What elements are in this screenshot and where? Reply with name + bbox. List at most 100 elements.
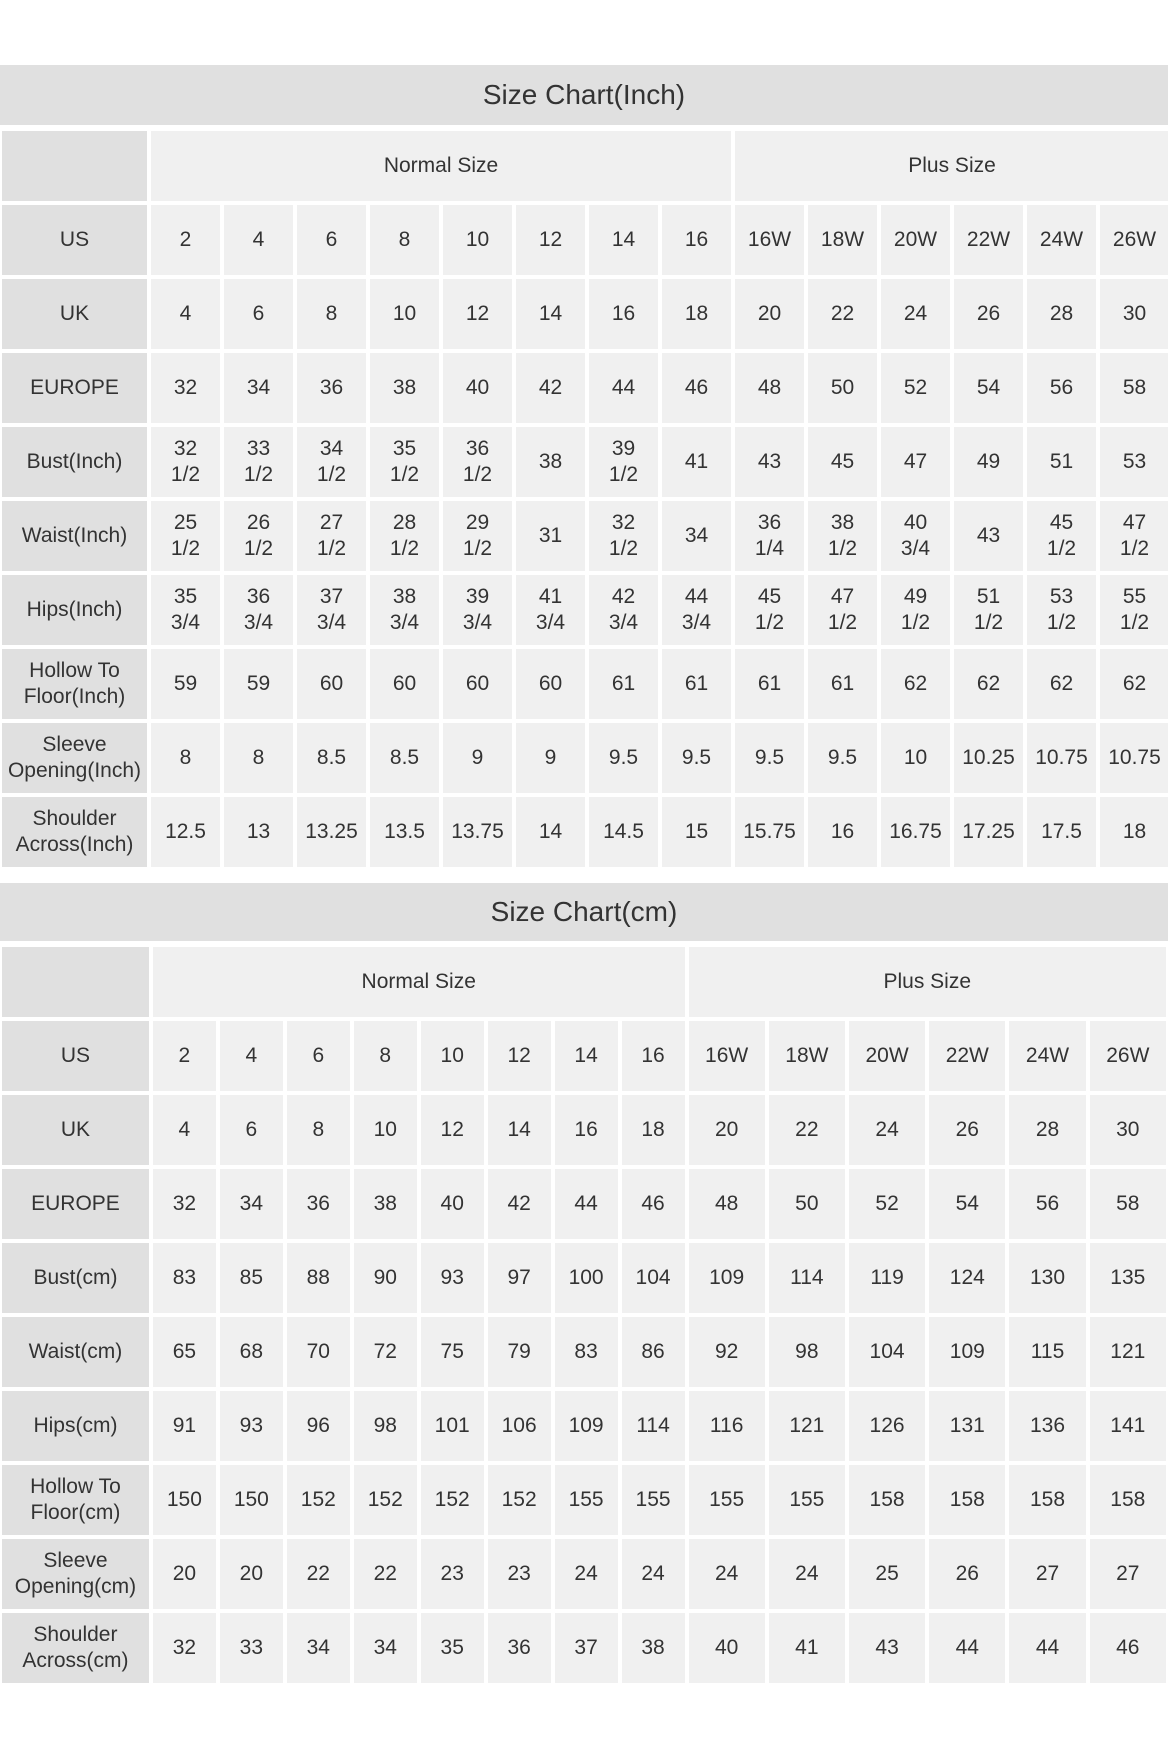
- size-value-cell: 36: [297, 353, 366, 423]
- size-value-cell: 38 1/2: [808, 501, 877, 571]
- size-value-cell: 56: [1009, 1169, 1086, 1239]
- size-value-cell: 96: [286, 1391, 350, 1461]
- size-value-cell: 9.5: [808, 723, 877, 793]
- size-value-cell: 37: [554, 1613, 618, 1683]
- row-label: UK: [2, 1095, 149, 1165]
- size-value-cell: 43: [735, 427, 804, 497]
- table-row: Bust(Inch) 32 1/2 33 1/2 34 1/2 35 1/2 36 1/2…: [2, 427, 1168, 497]
- row-label: US: [2, 1021, 149, 1091]
- size-value-cell: 12: [420, 1095, 484, 1165]
- size-value-cell: 61: [662, 649, 731, 719]
- size-value-cell: 32 1/2: [589, 501, 658, 571]
- size-value-cell: 155: [688, 1465, 765, 1535]
- table-row: US 2 4 6 8 10 12 14 16 16W 18W 20W 22W 24W 26W: [2, 1021, 1166, 1091]
- size-value-cell: 24W: [1027, 205, 1096, 275]
- size-value-cell: 6: [219, 1095, 283, 1165]
- row-label: EUROPE: [2, 1169, 149, 1239]
- size-value-cell: 10: [420, 1021, 484, 1091]
- size-value-cell: 60: [443, 649, 512, 719]
- size-value-cell: 18: [621, 1095, 685, 1165]
- size-value-cell: 29 1/2: [443, 501, 512, 571]
- size-value-cell: 158: [848, 1465, 926, 1535]
- table-row: Waist(Inch) 25 1/2 26 1/2 27 1/2 28 1/2 29 1/…: [2, 501, 1168, 571]
- row-label: Hollow To Floor(cm): [2, 1465, 149, 1535]
- size-value-cell: 16W: [688, 1021, 765, 1091]
- size-value-cell: 36: [487, 1613, 551, 1683]
- size-value-cell: 43: [954, 501, 1023, 571]
- size-value-cell: 60: [297, 649, 366, 719]
- size-value-cell: 58: [1089, 1169, 1166, 1239]
- size-value-cell: 9.5: [735, 723, 804, 793]
- size-value-cell: 36 1/2: [443, 427, 512, 497]
- size-value-cell: 16W: [735, 205, 804, 275]
- size-value-cell: 4: [219, 1021, 283, 1091]
- size-value-cell: 26W: [1089, 1021, 1166, 1091]
- size-value-cell: 38: [516, 427, 585, 497]
- size-value-cell: 44: [554, 1169, 618, 1239]
- size-value-cell: 17.25: [954, 797, 1023, 867]
- size-value-cell: 17.5: [1027, 797, 1096, 867]
- size-value-cell: 48: [735, 353, 804, 423]
- size-value-cell: 40 3/4: [881, 501, 950, 571]
- table-row: Sleeve Opening(Inch) 8 8 8.5 8.5 9 9 9.5 9.5 9.5 9…: [2, 723, 1168, 793]
- size-value-cell: 18: [1100, 797, 1168, 867]
- size-value-cell: 20W: [848, 1021, 926, 1091]
- size-value-cell: 8: [370, 205, 439, 275]
- size-value-cell: 98: [768, 1317, 845, 1387]
- size-value-cell: 53: [1100, 427, 1168, 497]
- size-value-cell: 18: [662, 279, 731, 349]
- table-row: Hollow To Floor(cm) 150 150 152 152 152 152 155…: [2, 1465, 1166, 1535]
- size-value-cell: 104: [848, 1317, 926, 1387]
- table-row: EUROPE 32 34 36 38 40 42 44 46 48 50 52 54 56 58: [2, 353, 1168, 423]
- size-value-cell: 34 1/2: [297, 427, 366, 497]
- normal-size-header: Normal Size: [151, 131, 731, 201]
- size-value-cell: 13.75: [443, 797, 512, 867]
- size-value-cell: 32: [152, 1613, 216, 1683]
- table-row: Shoulder Across(Inch) 12.5 13 13.25 13.5 13.7…: [2, 797, 1168, 867]
- size-value-cell: 14.5: [589, 797, 658, 867]
- size-value-cell: 33: [219, 1613, 283, 1683]
- size-value-cell: 38: [353, 1169, 417, 1239]
- size-value-cell: 45: [808, 427, 877, 497]
- size-value-cell: 47: [881, 427, 950, 497]
- size-value-cell: 13: [224, 797, 293, 867]
- size-value-cell: 92: [688, 1317, 765, 1387]
- size-value-cell: 60: [370, 649, 439, 719]
- size-value-cell: 38: [370, 353, 439, 423]
- size-value-cell: 155: [621, 1465, 685, 1535]
- row-label: Sleeve Opening(Inch): [2, 723, 147, 793]
- size-value-cell: 42: [487, 1169, 551, 1239]
- size-value-cell: 51 1/2: [954, 575, 1023, 645]
- size-value-cell: 35 1/2: [370, 427, 439, 497]
- size-value-cell: 13.25: [297, 797, 366, 867]
- row-label: Shoulder Across(cm): [2, 1613, 149, 1683]
- size-value-cell: 86: [621, 1317, 685, 1387]
- size-value-cell: 152: [286, 1465, 350, 1535]
- size-value-cell: 93: [420, 1243, 484, 1313]
- size-value-cell: 24: [848, 1095, 926, 1165]
- size-value-cell: 30: [1089, 1095, 1166, 1165]
- size-value-cell: 20: [735, 279, 804, 349]
- table-row: Shoulder Across(cm) 32 33 34 34 35 36 37 38 40 41 4…: [2, 1613, 1166, 1683]
- table-row: Sleeve Opening(cm) 20 20 22 22 23 23 24 24 24 24 25…: [2, 1539, 1166, 1609]
- size-value-cell: 24: [688, 1539, 765, 1609]
- size-value-cell: 10: [881, 723, 950, 793]
- size-value-cell: 14: [554, 1021, 618, 1091]
- size-value-cell: 39 3/4: [443, 575, 512, 645]
- size-value-cell: 91: [152, 1391, 216, 1461]
- size-value-cell: 8.5: [370, 723, 439, 793]
- size-value-cell: 50: [808, 353, 877, 423]
- size-value-cell: 38: [621, 1613, 685, 1683]
- row-label: US: [2, 205, 147, 275]
- size-value-cell: 61: [808, 649, 877, 719]
- inch-chart-title: Size Chart(Inch): [0, 65, 1168, 125]
- size-value-cell: 24: [621, 1539, 685, 1609]
- size-value-cell: 2: [152, 1021, 216, 1091]
- size-value-cell: 26W: [1100, 205, 1168, 275]
- size-value-cell: 9.5: [589, 723, 658, 793]
- size-value-cell: 59: [224, 649, 293, 719]
- size-value-cell: 119: [848, 1243, 926, 1313]
- size-value-cell: 79: [487, 1317, 551, 1387]
- size-value-cell: 130: [1009, 1243, 1086, 1313]
- size-value-cell: 152: [487, 1465, 551, 1535]
